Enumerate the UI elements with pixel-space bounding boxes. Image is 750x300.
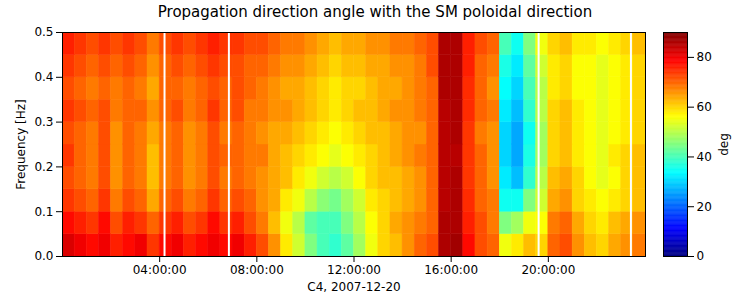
svg-text:0.1: 0.1 xyxy=(34,205,53,219)
svg-text:0.3: 0.3 xyxy=(34,115,53,129)
svg-text:40: 40 xyxy=(697,150,712,164)
svg-text:0.0: 0.0 xyxy=(34,249,53,263)
svg-text:80: 80 xyxy=(697,50,712,64)
svg-text:60: 60 xyxy=(697,100,712,114)
svg-text:12:00:00: 12:00:00 xyxy=(327,263,381,277)
svg-text:04:00:00: 04:00:00 xyxy=(133,263,187,277)
svg-text:0.5: 0.5 xyxy=(34,25,53,39)
svg-text:20:00:00: 20:00:00 xyxy=(521,263,575,277)
svg-text:0.4: 0.4 xyxy=(34,70,53,84)
svg-text:Frequency [Hz]: Frequency [Hz] xyxy=(14,99,28,190)
svg-text:deg: deg xyxy=(717,133,731,156)
svg-text:0: 0 xyxy=(697,249,705,263)
svg-text:16:00:00: 16:00:00 xyxy=(424,263,478,277)
html-text:Propagation direction angle wi: Propagation direction angle with the SM … xyxy=(157,3,593,21)
svg-text:C4, 2007-12-20: C4, 2007-12-20 xyxy=(307,280,400,294)
svg-text:20: 20 xyxy=(697,200,712,214)
svg-text:08:00:00: 08:00:00 xyxy=(230,263,284,277)
svg-text:0.2: 0.2 xyxy=(34,160,53,174)
